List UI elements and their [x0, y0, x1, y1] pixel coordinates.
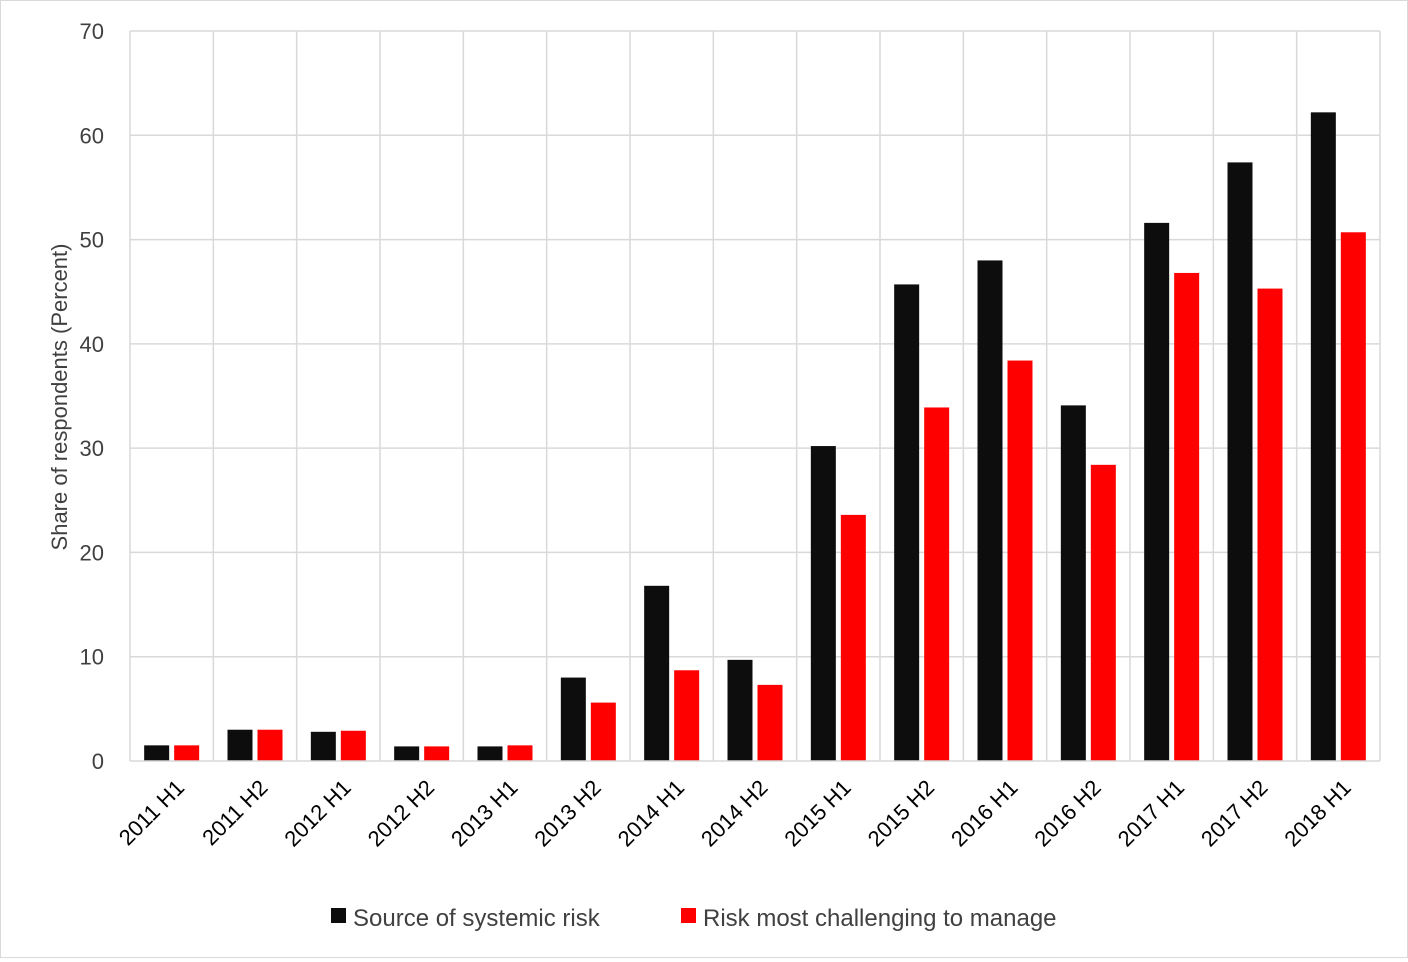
x-tick-label: 2013 H2: [529, 775, 606, 852]
legend: Source of systemic risk Risk most challe…: [331, 905, 1057, 932]
bar-source-of-systemic-risk: [1227, 162, 1253, 761]
bar-risk-most-challenging: [257, 729, 283, 761]
bar-risk-most-challenging: [1340, 232, 1366, 761]
y-tick-label: 60: [80, 123, 104, 148]
bar-risk-most-challenging: [1090, 464, 1116, 761]
bar-source-of-systemic-risk: [894, 284, 920, 761]
legend-label-risk-most-challenging: Risk most challenging to manage: [703, 905, 1057, 932]
bar-source-of-systemic-risk: [977, 260, 1003, 761]
bar-risk-most-challenging: [507, 745, 533, 761]
bar-source-of-systemic-risk: [310, 731, 336, 761]
bar-source-of-systemic-risk: [560, 677, 586, 761]
bar-risk-most-challenging: [757, 684, 783, 761]
bar-source-of-systemic-risk: [1310, 112, 1336, 762]
bar-risk-most-challenging: [174, 745, 200, 761]
y-tick-label: 70: [80, 19, 104, 44]
bar-risk-most-challenging: [1007, 360, 1033, 761]
bar-source-of-systemic-risk: [1060, 405, 1086, 761]
x-tick-label: 2017 H2: [1196, 775, 1273, 852]
y-tick-label: 30: [80, 436, 104, 461]
bar-risk-most-challenging: [590, 702, 616, 761]
bar-source-of-systemic-risk: [1144, 222, 1170, 761]
y-tick-label: 40: [80, 332, 104, 357]
bar-risk-most-challenging: [924, 407, 950, 761]
bar-source-of-systemic-risk: [394, 746, 420, 761]
bar-source-of-systemic-risk: [227, 729, 253, 761]
bar-risk-most-challenging: [424, 746, 450, 761]
bar-risk-most-challenging: [1174, 272, 1200, 761]
x-tick-label: 2017 H1: [1113, 775, 1190, 852]
x-tick-label: 2014 H1: [613, 775, 690, 852]
bar-source-of-systemic-risk: [727, 659, 753, 761]
x-tick-label: 2012 H1: [279, 775, 356, 852]
y-tick-label: 20: [80, 540, 104, 565]
y-axis-ticks: 0 10 20 30 40 50 60 70: [80, 19, 104, 774]
bar-risk-most-challenging: [1257, 288, 1283, 761]
legend-swatch-source-of-systemic-risk: [331, 908, 346, 923]
x-tick-label: 2016 H2: [1029, 775, 1106, 852]
y-axis-title: Share of respondents (Percent): [47, 244, 72, 551]
legend-label-source-of-systemic-risk: Source of systemic risk: [353, 905, 601, 932]
bars: [144, 112, 1366, 762]
x-tick-label: 2013 H1: [446, 775, 523, 852]
bar-risk-most-challenging: [674, 670, 700, 761]
y-tick-label: 0: [92, 749, 104, 774]
bar-risk-most-challenging: [340, 730, 366, 761]
bar-source-of-systemic-risk: [477, 746, 503, 761]
x-tick-label: 2015 H1: [779, 775, 856, 852]
bar-source-of-systemic-risk: [144, 745, 170, 761]
bar-source-of-systemic-risk: [810, 446, 836, 761]
x-tick-label: 2014 H2: [696, 775, 773, 852]
x-tick-label: 2011 H1: [114, 775, 189, 850]
gridlines: [129, 30, 1381, 761]
y-tick-label: 50: [80, 228, 104, 253]
x-tick-label: 2018 H1: [1279, 775, 1356, 852]
legend-swatch-risk-most-challenging: [681, 908, 696, 923]
x-tick-label: 2016 H1: [946, 775, 1023, 852]
x-tick-label: 2015 H2: [863, 775, 940, 852]
x-tick-label: 2011 H2: [197, 775, 272, 850]
bar-source-of-systemic-risk: [644, 585, 670, 761]
x-tick-label: 2012 H2: [363, 775, 440, 852]
x-axis-ticks: 2011 H1 2011 H2 2012 H1 2012 H2 2013 H1 2013 …: [114, 775, 1356, 852]
y-tick-label: 10: [80, 645, 104, 670]
bar-risk-most-challenging: [840, 514, 866, 761]
